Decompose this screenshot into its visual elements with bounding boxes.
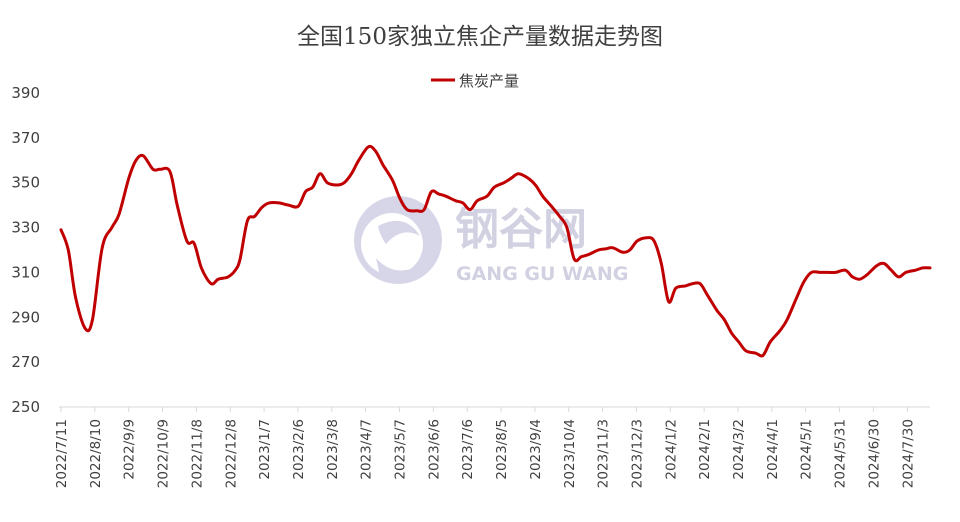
x-tick-label: 2022/8/10 <box>88 419 104 488</box>
y-tick-label: 270 <box>11 353 40 371</box>
svg-text:GANG GU WANG: GANG GU WANG <box>456 263 628 285</box>
y-tick-label: 350 <box>11 174 40 192</box>
x-tick-label: 2023/10/4 <box>562 419 578 488</box>
chart-title: 全国150家独立焦企产量数据走势图 <box>297 24 663 50</box>
y-tick-label: 250 <box>11 398 40 416</box>
svg-text:钢谷网: 钢谷网 <box>455 204 587 255</box>
x-tick-label: 2023/9/4 <box>528 419 544 480</box>
y-tick-label: 370 <box>11 129 40 147</box>
x-tick-label: 2023/6/6 <box>426 419 442 480</box>
x-tick-label: 2023/5/7 <box>393 419 409 480</box>
watermark-logo: 钢谷网 GANG GU WANG <box>354 196 628 285</box>
x-tick-label: 2024/5/1 <box>799 419 815 480</box>
x-tick-label: 2023/8/5 <box>494 419 510 480</box>
x-tick-label: 2023/11/3 <box>596 419 612 488</box>
x-tick-label: 2024/5/31 <box>833 419 849 488</box>
legend-label: 焦炭产量 <box>459 72 519 90</box>
legend: 焦炭产量 <box>431 72 519 90</box>
x-tick-label: 2023/3/8 <box>325 419 341 480</box>
y-tick-label: 310 <box>11 263 40 281</box>
x-tick-label: 2024/3/2 <box>731 419 747 480</box>
y-tick-label: 290 <box>11 308 40 326</box>
x-tick-label: 2024/1/2 <box>663 419 679 480</box>
x-tick-label: 2023/1/7 <box>257 419 273 480</box>
x-tick-label: 2024/4/1 <box>765 419 781 480</box>
x-tick-label: 2024/7/30 <box>900 419 916 488</box>
x-tick-label: 2023/12/3 <box>629 419 645 488</box>
series-line <box>59 144 932 358</box>
x-tick-label: 2024/6/30 <box>866 419 882 488</box>
y-tick-label: 330 <box>11 219 40 237</box>
x-tick-label: 2024/2/1 <box>697 419 713 480</box>
x-tick-label: 2022/7/11 <box>54 419 70 488</box>
x-tick-label: 2022/11/8 <box>189 419 205 488</box>
x-tick-label: 2023/2/6 <box>291 419 307 480</box>
y-tick-label: 390 <box>11 84 40 102</box>
y-axis-ticks: 250 270 290 310 330 350 370 390 <box>11 84 40 416</box>
x-tick-label: 2022/9/9 <box>122 419 138 480</box>
x-tick-label: 2022/10/9 <box>156 419 172 488</box>
x-tick-label: 2023/4/7 <box>359 419 375 480</box>
x-tick-label: 2022/12/8 <box>223 419 239 488</box>
x-tick-label: 2023/7/6 <box>460 419 476 480</box>
x-axis-ticks: 2022/7/11 2022/8/10 2022/9/9 2022/10/9 2022/… <box>54 407 916 488</box>
